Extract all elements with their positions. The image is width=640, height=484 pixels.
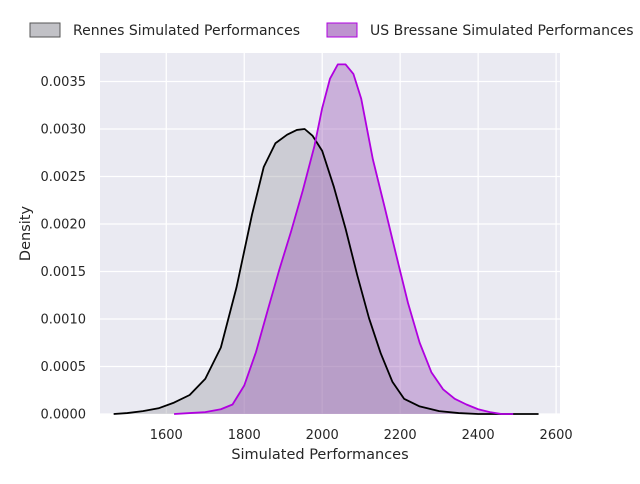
x-tick-label: 2200	[384, 428, 417, 443]
x-tick-label: 2400	[462, 428, 495, 443]
legend-label-1: Rennes Simulated Performances	[73, 23, 300, 39]
legend: Rennes Simulated Performances US Bressane…	[29, 22, 634, 39]
y-tick-label: 0.0015	[41, 265, 87, 280]
y-tick-label: 0.0000	[41, 408, 87, 423]
series-2-line	[174, 63, 514, 415]
x-axis-ticks: 1600 1800 2000 2200 2400 2600	[150, 428, 573, 443]
x-axis-label: Simulated Performances	[231, 447, 408, 463]
series-1-area	[113, 129, 539, 414]
legend-swatch-1	[29, 22, 61, 38]
x-tick-label: 1800	[228, 428, 261, 443]
x-tick-label: 2600	[540, 428, 573, 443]
series-1-line	[113, 128, 539, 415]
x-tick-label: 1600	[150, 428, 183, 443]
y-tick-label: 0.0005	[41, 360, 87, 375]
y-axis-ticks: 0.0000 0.0005 0.0010 0.0015 0.0020 0.0025 0.00…	[41, 75, 87, 423]
y-tick-label: 0.0020	[41, 218, 87, 233]
series-2-area	[174, 64, 514, 415]
legend-label-2: US Bressane Simulated Performances	[370, 23, 634, 39]
y-tick-label: 0.0035	[41, 75, 87, 90]
y-tick-label: 0.0010	[41, 313, 87, 328]
series-layer	[113, 63, 539, 415]
legend-swatch-2	[326, 22, 358, 38]
y-tick-label: 0.0030	[41, 123, 87, 138]
plot-background	[100, 53, 560, 414]
x-tick-label: 2000	[306, 428, 339, 443]
y-tick-label: 0.0025	[41, 170, 87, 185]
y-axis-label: Density	[18, 206, 34, 262]
